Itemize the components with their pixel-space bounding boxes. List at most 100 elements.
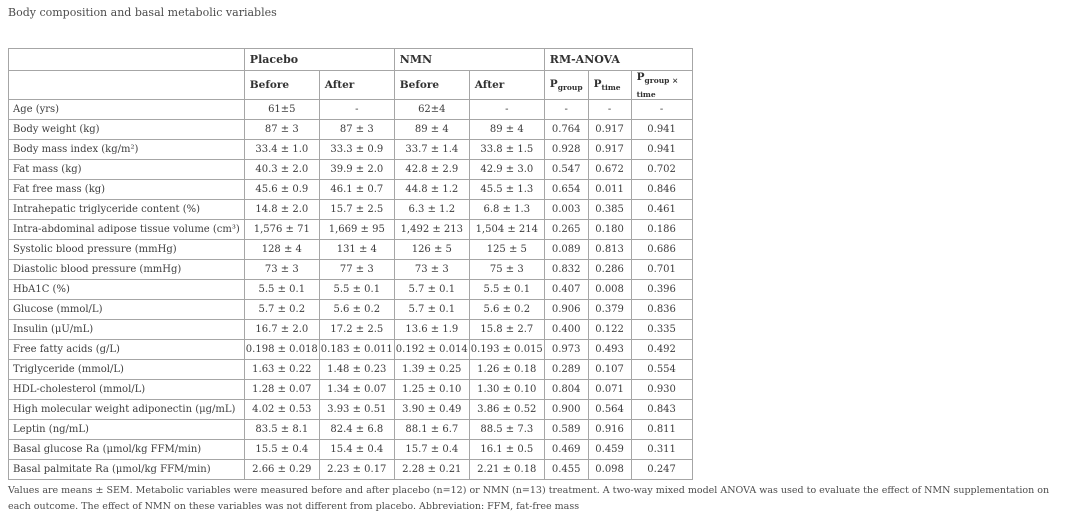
value-cell: 0.701	[630, 259, 693, 281]
value-cell: 1.25 ± 0.10	[393, 379, 470, 401]
corner-cell	[8, 69, 245, 101]
value-cell: 2.66 ± 0.29	[243, 459, 320, 481]
table-row: Intra-abdominal adipose tissue volume (c…	[8, 219, 693, 241]
value-cell: 0.071	[587, 379, 632, 401]
table-row: Intrahepatic triglyceride content (%) 14.…	[8, 199, 693, 221]
value-cell: 16.7 ± 2.0	[243, 319, 320, 341]
column-group-header: Placebo	[243, 48, 395, 71]
value-cell: 87 ± 3	[318, 119, 395, 141]
column-sub-header: Pgroup × time	[630, 69, 693, 101]
value-cell: 0.459	[587, 439, 632, 461]
value-cell: 1,576 ± 71	[243, 219, 320, 241]
value-cell: 1.26 ± 0.18	[468, 359, 545, 381]
value-cell: 33.4 ± 1.0	[243, 139, 320, 161]
value-cell: 89 ± 4	[468, 119, 545, 141]
value-cell: 0.813	[587, 239, 632, 261]
table-row: Leptin (ng/mL) 83.5 ± 8.1 82.4 ± 6.8 88.1 ±…	[8, 419, 693, 441]
row-label-cell: Body mass index (kg/m²)	[8, 139, 245, 161]
value-cell: 0.396	[630, 279, 693, 301]
table-footnote: Values are means ± SEM. Metabolic variab…	[8, 485, 1050, 512]
value-cell: 0.122	[587, 319, 632, 341]
value-cell: 0.764	[543, 119, 589, 141]
value-cell: 0.916	[587, 419, 632, 441]
value-cell: 5.7 ± 0.1	[393, 279, 470, 301]
value-cell: 33.8 ± 1.5	[468, 139, 545, 161]
value-cell: 128 ± 4	[243, 239, 320, 261]
value-cell: 61±5	[243, 99, 320, 121]
value-cell: 0.186	[630, 219, 693, 241]
value-cell: 0.192 ± 0.014	[393, 339, 470, 361]
value-cell: 0.455	[543, 459, 589, 481]
value-cell: 1.48 ± 0.23	[318, 359, 395, 381]
table-row: Body mass index (kg/m²) 33.4 ± 1.0 33.3 ± …	[8, 139, 693, 161]
value-cell: 73 ± 3	[243, 259, 320, 281]
table-header-sub-row: Before After Before After Pgroup Ptime Pgroup …	[8, 69, 693, 101]
value-cell: 15.4 ± 0.4	[318, 439, 395, 461]
value-cell: 87 ± 3	[243, 119, 320, 141]
table-caption: Body composition and basal metabolic var…	[8, 6, 277, 19]
value-cell: 88.5 ± 7.3	[468, 419, 545, 441]
value-cell: 0.906	[543, 299, 589, 321]
value-cell: 0.928	[543, 139, 589, 161]
value-cell: 0.930	[630, 379, 693, 401]
table-header-group-row: Placebo NMN RM-ANOVA	[8, 48, 693, 71]
row-label-cell: High molecular weight adiponectin (μg/mL…	[8, 399, 245, 421]
value-cell: 0.461	[630, 199, 693, 221]
table-row: HbA1C (%) 5.5 ± 0.1 5.5 ± 0.1 5.7 ± 0.1 5.5 …	[8, 279, 693, 301]
value-cell: -	[543, 99, 589, 121]
value-cell: 0.804	[543, 379, 589, 401]
row-label-cell: Body weight (kg)	[8, 119, 245, 141]
value-cell: 42.8 ± 2.9	[393, 159, 470, 181]
table-head: Placebo NMN RM-ANOVA Before After Before After…	[8, 48, 693, 101]
table-row: Fat free mass (kg) 45.6 ± 0.9 46.1 ± 0.7 44…	[8, 179, 693, 201]
column-sub-header: After	[318, 69, 395, 101]
value-cell: 15.7 ± 0.4	[393, 439, 470, 461]
value-cell: 5.6 ± 0.2	[318, 299, 395, 321]
value-cell: 42.9 ± 3.0	[468, 159, 545, 181]
value-cell: 33.7 ± 1.4	[393, 139, 470, 161]
table-body: Age (yrs) 61±5-62±4- - - - Body weight (kg) 87…	[8, 99, 693, 481]
value-cell: 62±4	[393, 99, 470, 121]
value-cell: 0.289	[543, 359, 589, 381]
value-cell: 46.1 ± 0.7	[318, 179, 395, 201]
row-label-cell: Intra-abdominal adipose tissue volume (c…	[8, 219, 245, 241]
table-row: High molecular weight adiponectin (μg/mL…	[8, 399, 693, 421]
row-label-cell: Basal palmitate Ra (μmol/kg FFM/min)	[8, 459, 245, 481]
value-cell: 0.400	[543, 319, 589, 341]
value-cell: 0.107	[587, 359, 632, 381]
table-row: Fat mass (kg) 40.3 ± 2.0 39.9 ± 2.0 42.8 ± …	[8, 159, 693, 181]
row-label-cell: Basal glucose Ra (μmol/kg FFM/min)	[8, 439, 245, 461]
value-cell: 2.23 ± 0.17	[318, 459, 395, 481]
column-sub-header: Before	[243, 69, 320, 101]
row-label-cell: HDL-cholesterol (mmol/L)	[8, 379, 245, 401]
value-cell: -	[468, 99, 545, 121]
row-label-cell: Age (yrs)	[8, 99, 245, 121]
column-group-header: RM-ANOVA	[543, 48, 693, 71]
value-cell: 14.8 ± 2.0	[243, 199, 320, 221]
value-cell: 5.5 ± 0.1	[243, 279, 320, 301]
value-cell: 3.86 ± 0.52	[468, 399, 545, 421]
column-sub-header: Ptime	[587, 69, 632, 101]
value-cell: 0.843	[630, 399, 693, 421]
value-cell: 0.008	[587, 279, 632, 301]
table-row: Insulin (μU/mL) 16.7 ± 2.0 17.2 ± 2.5 13.6 …	[8, 319, 693, 341]
table-row: Systolic blood pressure (mmHg) 128 ± 4 131…	[8, 239, 693, 261]
value-cell: 3.93 ± 0.51	[318, 399, 395, 421]
value-cell: 0.286	[587, 259, 632, 281]
value-cell: 0.917	[587, 119, 632, 141]
value-cell: 45.6 ± 0.9	[243, 179, 320, 201]
value-cell: 0.941	[630, 119, 693, 141]
table-row: Age (yrs) 61±5-62±4- - - -	[8, 99, 693, 121]
value-cell: 1,504 ± 214	[468, 219, 545, 241]
value-cell: 0.265	[543, 219, 589, 241]
value-cell: 0.846	[630, 179, 693, 201]
value-cell: 0.917	[587, 139, 632, 161]
value-cell: 0.311	[630, 439, 693, 461]
value-cell: 0.089	[543, 239, 589, 261]
value-cell: 15.8 ± 2.7	[468, 319, 545, 341]
column-sub-header: Before	[393, 69, 470, 101]
value-cell: 0.941	[630, 139, 693, 161]
value-cell: 88.1 ± 6.7	[393, 419, 470, 441]
value-cell: 44.8 ± 1.2	[393, 179, 470, 201]
